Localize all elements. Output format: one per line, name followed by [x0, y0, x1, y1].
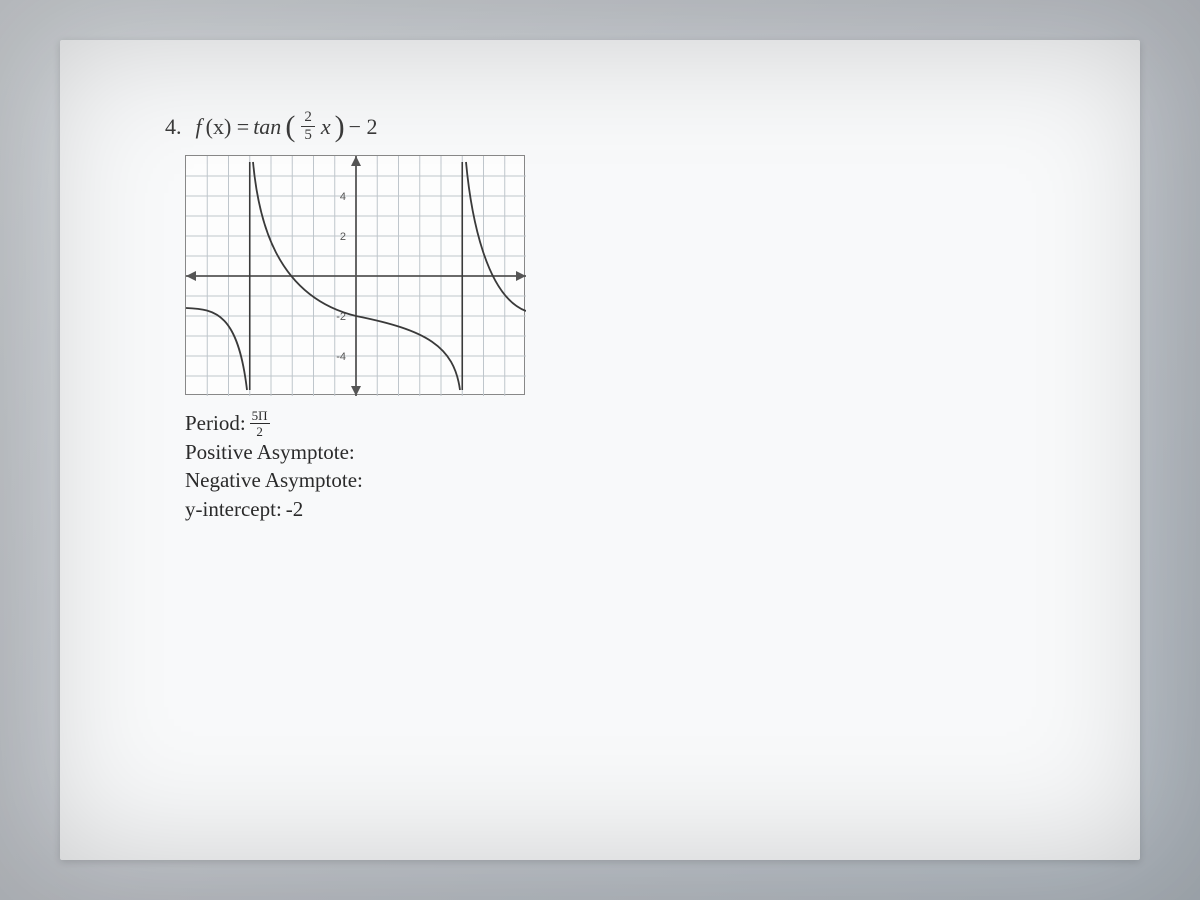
left-paren: (: [285, 115, 295, 139]
equation-lhs: (x) =: [206, 114, 250, 140]
graph-svg: 4 2 -2 -4: [186, 156, 526, 396]
period-row: Period: 5Π 2: [185, 409, 525, 438]
positive-asymptote-row: Positive Asymptote:: [185, 438, 525, 466]
y-intercept-row: y-intercept: -2: [185, 495, 525, 523]
y-tick-labels: 4 2 -2 -4: [336, 191, 346, 363]
function-name: tan: [253, 114, 281, 140]
problem-block: 4. f (x) = tan ( 2 5 x ) − 2: [165, 110, 525, 523]
problem-number: 4.: [165, 114, 182, 140]
period-frac-bot: 2: [256, 424, 263, 438]
negative-asymptote-row: Negative Asymptote:: [185, 466, 525, 494]
period-label: Period:: [185, 409, 246, 437]
axes: [186, 156, 526, 396]
fraction-numerator: 2: [301, 110, 315, 127]
period-fraction: 5Π 2: [250, 409, 270, 438]
negative-asymptote-label: Negative Asymptote:: [185, 466, 363, 494]
period-frac-top: 5Π: [250, 409, 270, 424]
variable-x: x: [321, 114, 331, 140]
svg-text:-4: -4: [336, 351, 346, 363]
graph: 4 2 -2 -4: [185, 155, 525, 395]
function-letter: f: [196, 114, 202, 140]
fraction-denominator: 5: [304, 127, 312, 143]
svg-text:2: 2: [340, 231, 346, 243]
y-intercept-label: y-intercept:: [185, 495, 282, 523]
positive-asymptote-label: Positive Asymptote:: [185, 438, 355, 466]
y-intercept-value: -2: [286, 495, 304, 523]
right-paren: ): [335, 115, 345, 139]
svg-text:4: 4: [340, 191, 346, 203]
answers-block: Period: 5Π 2 Positive Asymptote: Negativ…: [185, 409, 525, 523]
equation: 4. f (x) = tan ( 2 5 x ) − 2: [165, 110, 525, 143]
coefficient-fraction: 2 5: [301, 110, 315, 143]
equation-trailing: − 2: [349, 114, 378, 140]
document-page: 4. f (x) = tan ( 2 5 x ) − 2: [60, 40, 1140, 860]
